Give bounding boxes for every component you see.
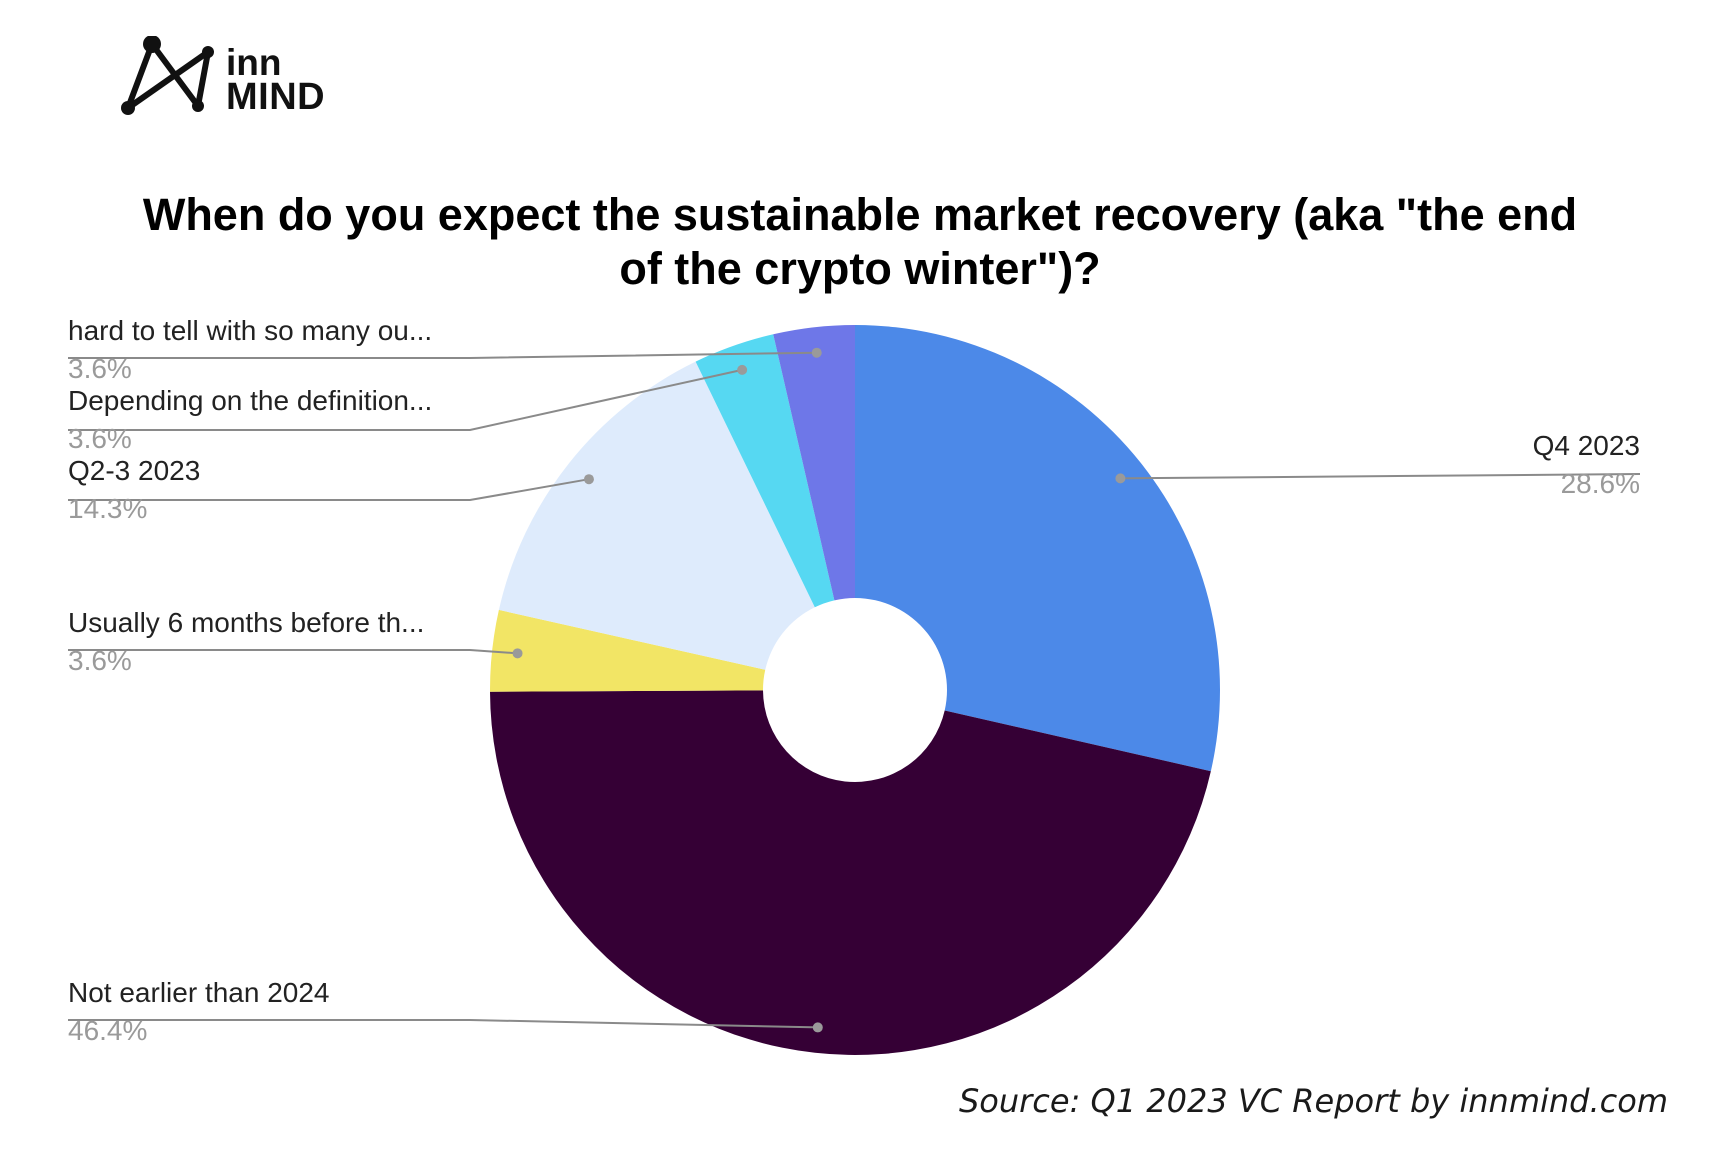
chart-title: When do you expect the sustainable marke… xyxy=(40,188,1680,296)
leader-line xyxy=(68,1019,818,1029)
slice-label: Q4 2023 xyxy=(1533,430,1640,461)
pie-slice xyxy=(773,325,855,601)
logo-text-mind: MIND xyxy=(226,76,326,118)
chart-title-line-1: When do you expect the sustainable marke… xyxy=(142,189,1578,240)
source-caption: Source: Q1 2023 VC Report by innmind.com xyxy=(958,1082,1668,1120)
leader-dot xyxy=(1115,473,1126,484)
leader-line xyxy=(68,478,590,501)
leader-line xyxy=(68,649,518,655)
leader-dot xyxy=(512,648,523,659)
leader-dot xyxy=(811,347,822,358)
pie-slice xyxy=(490,609,766,692)
slice-percent-label: 3.6% xyxy=(68,645,132,676)
slice-percent-label: 46.4% xyxy=(68,1015,147,1046)
slice-percent-label: 3.6% xyxy=(68,353,132,384)
innmind-logo: inn MIND xyxy=(118,36,358,126)
slice-label: Not earlier than 2024 xyxy=(68,977,330,1008)
pie-slice xyxy=(490,690,1211,1055)
slice-label: Depending on the definition... xyxy=(68,385,432,416)
leader-dot xyxy=(583,474,594,485)
slice-label: Q2-3 2023 xyxy=(68,455,200,486)
leader-line xyxy=(1120,473,1641,480)
pie-slice xyxy=(855,325,1220,772)
slice-label: Usually 6 months before th... xyxy=(68,607,424,638)
slice-label: hard to tell with so many ou... xyxy=(68,315,432,346)
logo-text-inn: inn xyxy=(226,42,282,83)
slice-percent-label: 28.6% xyxy=(1561,468,1640,499)
leader-dot xyxy=(737,364,748,375)
slice-percent-label: 3.6% xyxy=(68,423,132,454)
leader-line xyxy=(68,351,817,359)
leader-dot xyxy=(812,1022,823,1033)
network-logo-icon xyxy=(121,36,214,115)
chart-title-line-2: of the crypto winter")? xyxy=(619,243,1101,294)
pie-slice xyxy=(695,334,835,608)
pie-slice xyxy=(498,361,815,670)
leader-line xyxy=(68,368,743,431)
slice-percent-label: 14.3% xyxy=(68,493,147,524)
